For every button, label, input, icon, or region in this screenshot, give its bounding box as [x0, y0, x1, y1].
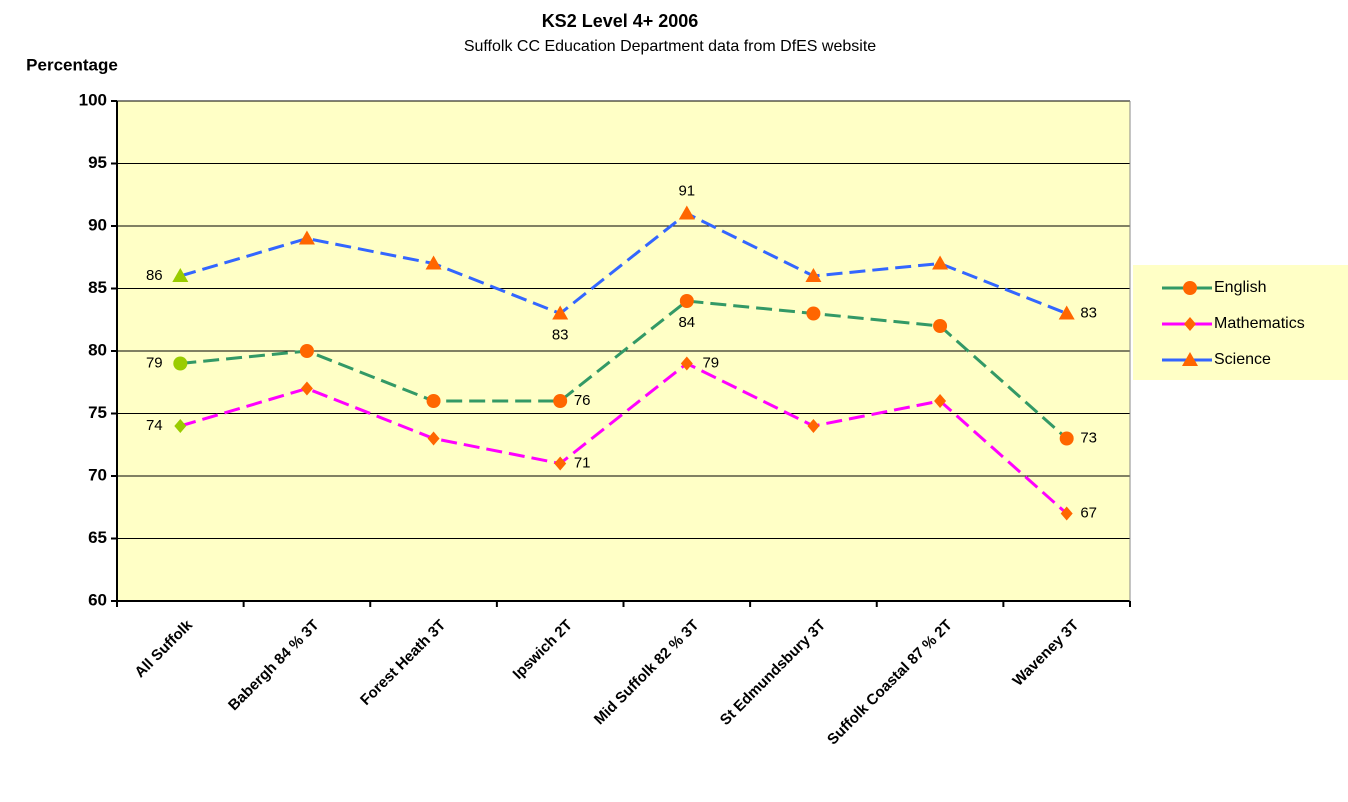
- legend-label: English: [1214, 279, 1266, 296]
- data-label: 71: [574, 454, 591, 471]
- point-marker: [805, 268, 822, 282]
- point-marker: [552, 305, 569, 320]
- y-tick-label: 70: [88, 465, 107, 484]
- legend-marker: [1183, 281, 1197, 295]
- data-label: 73: [1080, 429, 1097, 446]
- x-tick-label: Forest Heath 3T: [357, 617, 449, 709]
- legend-marker: [1182, 352, 1198, 366]
- point-marker: [554, 456, 567, 471]
- y-tick-label: 95: [88, 153, 107, 172]
- y-axis-label: Percentage: [26, 55, 118, 74]
- point-marker: [1059, 431, 1074, 446]
- point-marker: [932, 255, 949, 270]
- y-tick-label: 75: [88, 403, 107, 422]
- point-marker: [300, 381, 313, 396]
- y-tick-label: 65: [88, 528, 107, 547]
- y-tick-label: 90: [88, 215, 107, 234]
- point-marker: [425, 255, 442, 270]
- data-label: 83: [552, 326, 569, 343]
- x-tick-label: Babergh 84 % 3T: [225, 617, 322, 714]
- chart-title: KS2 Level 4+ 2006: [542, 11, 699, 31]
- x-tick-label: St Edmundsbury 3T: [717, 617, 829, 729]
- data-label: 84: [678, 314, 695, 331]
- series-line: [179, 211, 1068, 316]
- point-marker: [174, 419, 187, 433]
- series-line: [180, 299, 1068, 440]
- series-line: [179, 361, 1068, 515]
- point-marker: [426, 394, 441, 408]
- legend-label: Science: [1214, 351, 1271, 368]
- chart-subtitle: Suffolk CC Education Department data fro…: [464, 38, 876, 55]
- data-label: 74: [146, 417, 163, 434]
- x-tick-label: Suffolk Coastal 87 % 2T: [824, 617, 956, 749]
- data-label: 83: [1080, 304, 1097, 321]
- point-marker: [933, 319, 948, 333]
- data-label: 91: [678, 182, 695, 199]
- point-marker: [679, 294, 694, 308]
- point-marker: [1058, 305, 1075, 320]
- legend-marker: [1184, 317, 1196, 331]
- point-marker: [299, 344, 314, 358]
- point-marker: [427, 431, 440, 446]
- x-tick-label: Waveney 3T: [1009, 617, 1082, 690]
- x-tick-label: All Suffolk: [131, 616, 196, 681]
- y-tick-label: 80: [88, 340, 107, 359]
- point-marker: [680, 356, 693, 371]
- point-marker: [806, 306, 821, 321]
- point-marker: [934, 394, 947, 408]
- data-label: 86: [146, 267, 163, 284]
- legend-label: Mathematics: [1214, 315, 1305, 332]
- x-tick-label: Mid Suffolk 82 % 3T: [591, 617, 703, 729]
- point-marker: [298, 230, 315, 245]
- point-marker: [553, 394, 568, 408]
- y-tick-label: 100: [79, 90, 107, 109]
- point-marker: [1060, 506, 1073, 521]
- data-label: 67: [1080, 504, 1097, 521]
- data-label: 76: [574, 392, 591, 409]
- y-tick-label: 85: [88, 278, 107, 297]
- point-marker: [807, 419, 820, 433]
- x-tick-label: Ipswich 2T: [510, 617, 576, 683]
- point-marker: [172, 268, 189, 282]
- y-tick-label: 60: [88, 590, 107, 609]
- point-marker: [173, 356, 188, 371]
- data-label: 79: [702, 354, 719, 371]
- point-marker: [678, 205, 695, 220]
- data-label: 79: [146, 354, 163, 371]
